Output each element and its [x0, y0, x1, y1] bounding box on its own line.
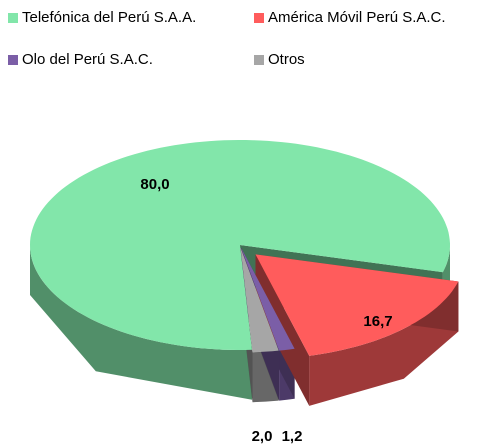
slice [255, 254, 459, 356]
slice-side [30, 245, 252, 400]
legend-label: Telefónica del Perú S.A.A. [22, 9, 196, 26]
legend-swatch [8, 13, 18, 23]
legend-label: América Móvil Perú S.A.C. [268, 9, 446, 26]
slice [30, 140, 450, 350]
legend-label: Olo del Perú S.A.C. [22, 51, 153, 68]
data-label: 1,2 [282, 428, 303, 445]
data-label: 2,0 [252, 428, 273, 445]
data-label: 80,0 [140, 176, 169, 193]
legend-swatch [8, 55, 18, 65]
legend-label: Otros [268, 51, 305, 68]
slice-side [309, 281, 459, 406]
data-label: 16,7 [363, 313, 392, 330]
legend-swatch [254, 13, 264, 23]
legend-swatch [254, 55, 264, 65]
slice [240, 247, 295, 351]
slice [240, 247, 279, 353]
